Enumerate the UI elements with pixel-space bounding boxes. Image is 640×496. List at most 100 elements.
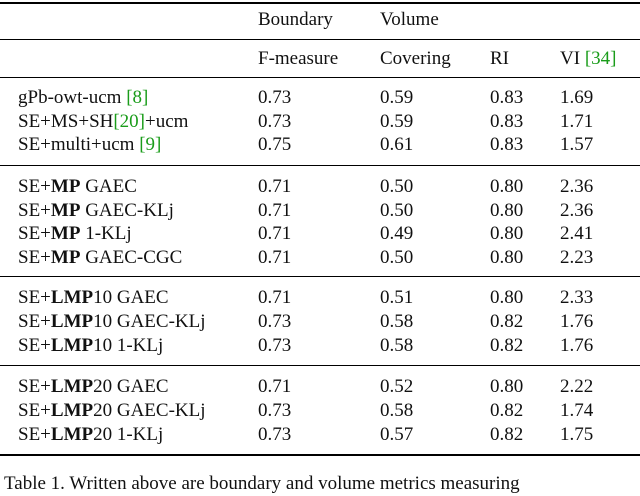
method-prefix: SE+multi+ucm (18, 134, 140, 155)
method-suffix: 1-KLj (80, 223, 132, 244)
ri-cell: 0.83 (490, 134, 524, 155)
table-bottom-rule (0, 454, 640, 456)
ri-cell: 0.82 (490, 311, 524, 332)
vi-cell: 2.33 (560, 287, 594, 308)
section-divider (0, 77, 640, 78)
ri-cell: 0.80 (490, 376, 524, 397)
vi-cell: 1.75 (560, 424, 594, 445)
table-caption: Table 1. Written above are boundary and … (4, 473, 520, 494)
fmeasure-cell: 0.73 (258, 311, 292, 332)
method-suffix: 20 GAEC (93, 376, 169, 397)
ri-cell: 0.80 (490, 287, 524, 308)
method-prefix: SE+ (18, 176, 51, 197)
fmeasure-cell: 0.73 (258, 111, 292, 132)
fmeasure-cell: 0.71 (258, 223, 292, 244)
method-cell: SE+LMP10 GAEC (18, 287, 169, 309)
method-cell: SE+multi+ucm [9] (18, 134, 161, 156)
citation-link[interactable]: [8] (126, 87, 149, 108)
method-suffix: 20 1-KLj (93, 424, 164, 445)
method-suffix: GAEC-KLj (80, 200, 174, 221)
citation-link[interactable]: [9] (139, 134, 162, 155)
section-divider (0, 276, 640, 277)
table-row: gPb-owt-ucm [8] 0.73 0.59 0.83 1.69 (0, 87, 640, 109)
fmeasure-cell: 0.73 (258, 400, 292, 421)
method-cell: SE+LMP20 GAEC-KLj (18, 400, 206, 422)
ri-cell: 0.80 (490, 176, 524, 197)
table-row: SE+LMP10 1-KLj 0.73 0.58 0.82 1.76 (0, 335, 640, 357)
vi-cell: 1.57 (560, 134, 594, 155)
vi-cell: 2.23 (560, 247, 594, 268)
covering-cell: 0.51 (380, 287, 414, 308)
table-top-rule (0, 2, 640, 4)
ri-cell: 0.80 (490, 247, 524, 268)
method-prefix: SE+ (18, 223, 51, 244)
header-volume: Volume (380, 9, 439, 30)
method-cell: SE+MP GAEC (18, 176, 137, 198)
method-bold: LMP (50, 376, 94, 397)
method-bold: MP (50, 200, 81, 221)
ri-cell: 0.80 (490, 200, 524, 221)
table-row: SE+MS+SH[20]+ucm 0.73 0.59 0.83 1.71 (0, 111, 640, 133)
table-row: SE+LMP20 GAEC 0.71 0.52 0.80 2.22 (0, 376, 640, 398)
method-prefix: SE+ (18, 247, 51, 268)
method-prefix: gPb-owt-ucm (18, 87, 127, 108)
fmeasure-cell: 0.73 (258, 424, 292, 445)
method-cell: SE+LMP10 1-KLj (18, 335, 163, 357)
method-cell: SE+LMP10 GAEC-KLj (18, 311, 206, 333)
method-prefix: SE+ (18, 200, 51, 221)
method-postfix: +ucm (145, 111, 189, 132)
method-prefix: SE+ (18, 287, 51, 308)
method-suffix: 10 GAEC (93, 287, 169, 308)
method-suffix: 20 GAEC-KLj (93, 400, 206, 421)
fmeasure-cell: 0.71 (258, 287, 292, 308)
method-bold: MP (50, 247, 81, 268)
table-row: SE+MP GAEC-CGC 0.71 0.50 0.80 2.23 (0, 247, 640, 269)
col-header-fmeasure: F-measure (258, 48, 339, 69)
ri-cell: 0.82 (490, 335, 524, 356)
citation-link[interactable]: [20] (113, 111, 146, 132)
method-cell: SE+MP GAEC-KLj (18, 200, 174, 222)
method-prefix: SE+ (18, 376, 51, 397)
table-row: SE+MP 1-KLj 0.71 0.49 0.80 2.41 (0, 223, 640, 245)
method-bold: MP (50, 223, 81, 244)
covering-cell: 0.57 (380, 424, 414, 445)
covering-cell: 0.50 (380, 247, 414, 268)
method-prefix: SE+ (18, 335, 51, 356)
fmeasure-cell: 0.73 (258, 335, 292, 356)
method-prefix: SE+ (18, 424, 51, 445)
method-suffix: 10 1-KLj (93, 335, 164, 356)
method-cell: SE+LMP20 GAEC (18, 376, 169, 398)
method-prefix: SE+MS+SH (18, 111, 114, 132)
ri-cell: 0.83 (490, 111, 524, 132)
method-bold: MP (50, 176, 81, 197)
method-bold: LMP (50, 424, 94, 445)
covering-cell: 0.50 (380, 200, 414, 221)
table-row: SE+MP GAEC-KLj 0.71 0.50 0.80 2.36 (0, 200, 640, 222)
fmeasure-cell: 0.71 (258, 376, 292, 397)
col-header-vi: VI [34] (560, 48, 617, 69)
vi-cell: 1.71 (560, 111, 594, 132)
table-row: SE+LMP20 GAEC-KLj 0.73 0.58 0.82 1.74 (0, 400, 640, 422)
method-cell: gPb-owt-ucm [8] (18, 87, 148, 109)
vi-cell: 2.22 (560, 376, 594, 397)
method-cell: SE+MP GAEC-CGC (18, 247, 182, 269)
citation-link[interactable]: [34] (584, 48, 617, 69)
covering-cell: 0.58 (380, 335, 414, 356)
ri-cell: 0.82 (490, 424, 524, 445)
covering-cell: 0.52 (380, 376, 414, 397)
fmeasure-cell: 0.73 (258, 87, 292, 108)
ri-cell: 0.80 (490, 223, 524, 244)
vi-cell: 2.41 (560, 223, 594, 244)
col-header-ri: RI (490, 48, 509, 69)
ri-cell: 0.83 (490, 87, 524, 108)
method-bold: LMP (50, 311, 94, 332)
col-header-covering: Covering (380, 48, 451, 69)
fmeasure-cell: 0.71 (258, 200, 292, 221)
ri-cell: 0.82 (490, 400, 524, 421)
covering-cell: 0.58 (380, 400, 414, 421)
fmeasure-cell: 0.71 (258, 247, 292, 268)
section-divider (0, 365, 640, 366)
vi-cell: 1.76 (560, 335, 594, 356)
vi-cell: 2.36 (560, 200, 594, 221)
method-bold: LMP (50, 335, 94, 356)
